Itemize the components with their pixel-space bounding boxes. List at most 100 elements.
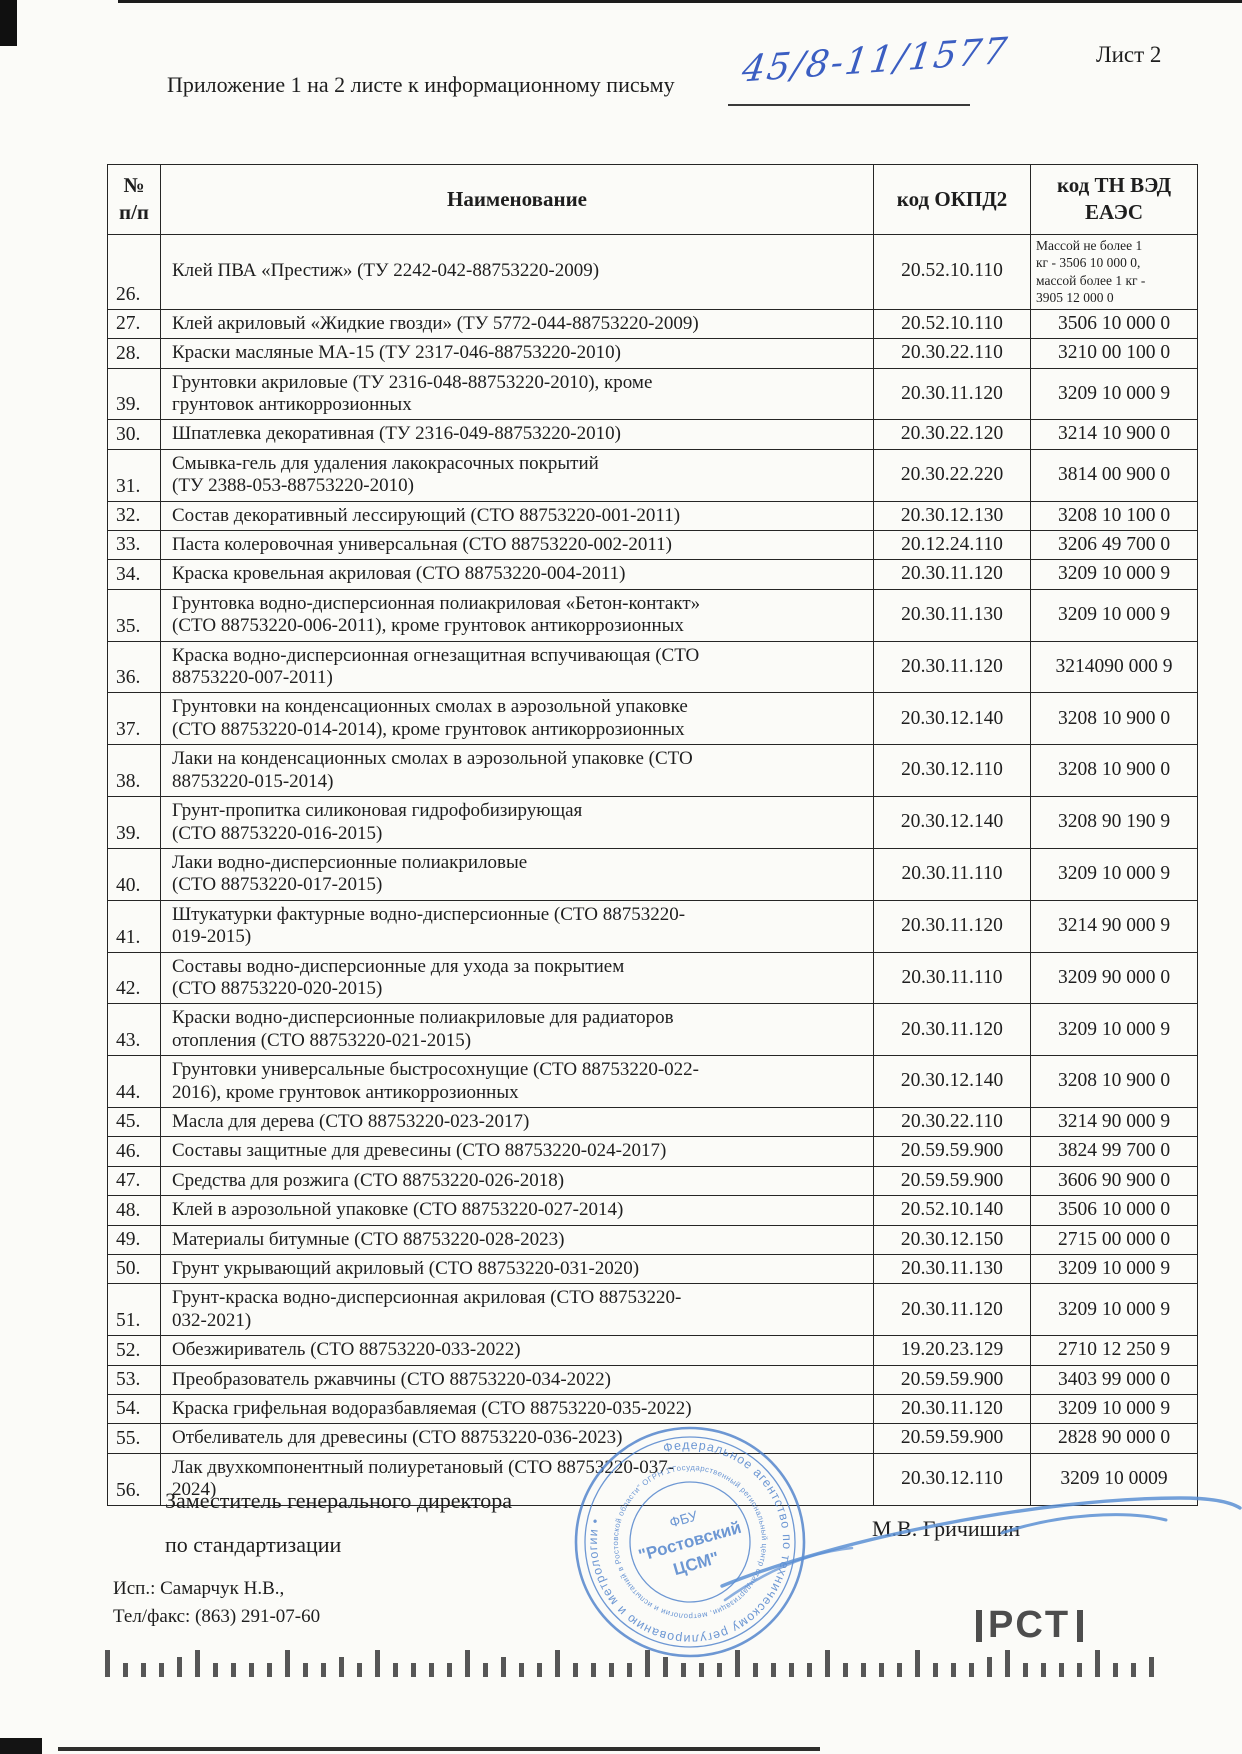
table-row: 35. Грунтовка водно-дисперсионная полиак… [107,588,1198,642]
product-name-cell: Клей ПВА «Престиж» (ТУ 2242-042-88753220… [160,233,874,310]
ruler-tick [195,1650,200,1677]
tnved-code-cell: 3208 10 900 0 [1030,744,1198,798]
table-row: 53. Преобразователь ржавчины (СТО 887532… [107,1364,1198,1396]
tnved-code-cell: 2828 90 000 0 [1030,1423,1198,1454]
ruler-tick [879,1663,884,1677]
ruler-tick [663,1657,668,1677]
table-row: 32. Состав декоративный лессирующий (СТО… [107,500,1198,532]
tnved-code-cell: 3208 90 190 9 [1030,796,1198,849]
table-row: 39. Грунт-пропитка силиконовая гидрофоби… [107,796,1198,849]
row-number-cell: 44. [107,1055,161,1108]
ruler-tick [609,1663,614,1677]
ruler-tick [537,1663,542,1677]
tnved-code-cell: 3209 90 000 0 [1030,951,1198,1005]
okpd2-code-cell: 20.59.59.900 [873,1136,1031,1167]
ruler-tick [933,1663,938,1677]
stamp-center-line3: ЦСМ" [671,1548,721,1579]
row-number-cell: 31. [107,448,161,502]
header-okpd2-cell: код ОКПД2 [873,164,1031,235]
product-name-cell: Отбеливатель для древесины (СТО 88753220… [160,1423,874,1454]
ruler-tick [213,1663,218,1677]
product-name-cell: Грунт-пропитка силиконовая гидрофобизиру… [160,796,874,849]
product-name-cell: Лаки на конденсационных смолах в аэрозол… [160,744,874,798]
table-row: 37. Грунтовки на конденсационных смолах … [107,692,1198,746]
row-number-cell: 51. [107,1283,161,1337]
tnved-code-cell: 3506 10 000 0 [1030,308,1198,340]
ruler-tick [969,1663,974,1677]
product-name-cell: Грунтовки универсальные быстросохнущие (… [160,1055,874,1108]
row-number-cell: 28. [107,338,161,369]
table-row: 49. Материалы битумные (СТО 88753220-028… [107,1224,1198,1256]
product-name-cell: Краски масляные МА-15 (ТУ 2317-046-88753… [160,338,874,369]
tnved-code-cell: 3214090 000 9 [1030,640,1198,694]
table-header-row: № п/п Наименование код ОКПД2 код ТН ВЭД … [107,164,1198,235]
ruler-tick [375,1650,380,1677]
okpd2-code-cell: 20.59.59.900 [873,1165,1031,1197]
okpd2-code-cell: 20.30.11.110 [873,951,1031,1005]
scan-artifact-top-left-corner [0,0,17,46]
table-row: 48. Клей в аэрозольной упаковке (СТО 887… [107,1195,1198,1226]
table-row: 50. Грунт укрывающий акриловый (СТО 8875… [107,1253,1198,1285]
okpd2-code-cell: 20.30.12.110 [873,744,1031,798]
ruler-tick [771,1663,776,1677]
okpd2-code-cell: 20.30.11.120 [873,1003,1031,1057]
tnved-code-cell: 2710 12 250 9 [1030,1335,1198,1366]
tnved-code-cell: 3606 90 900 0 [1030,1165,1198,1197]
tnved-code-cell: 3506 10 000 0 [1030,1195,1198,1226]
okpd2-code-cell: 20.30.22.220 [873,448,1031,502]
ruler-tick [681,1663,686,1677]
tnved-code-cell: 3209 10 000 9 [1030,1283,1198,1337]
okpd2-code-cell: 20.30.11.130 [873,588,1031,642]
table-row: 39. Грунтовки акриловые (ТУ 2316-048-887… [107,367,1198,421]
row-number-cell: 27. [107,308,161,340]
okpd2-code-cell: 20.12.24.110 [873,530,1031,561]
tnved-code-cell: 3209 10 000 9 [1030,1003,1198,1057]
ruler-tick [1059,1663,1064,1677]
okpd2-code-cell: 20.30.22.120 [873,419,1031,450]
tnved-code-cell: 3209 10 000 9 [1030,588,1198,642]
product-name-cell: Грунтовка водно-дисперсионная полиакрило… [160,588,874,642]
row-number-cell: 43. [107,1003,161,1057]
okpd2-code-cell: 20.30.22.110 [873,338,1031,369]
ruler-tick [285,1650,290,1677]
ruler-tick [1005,1650,1010,1677]
ruler-tick [1095,1650,1100,1677]
ruler-tick [1149,1657,1154,1677]
ruler-tick [1113,1663,1118,1677]
tnved-code-cell: 3209 10 000 9 [1030,847,1198,901]
ruler-tick [267,1663,272,1677]
letter-number-underline [728,104,970,106]
header-tnved-cell: код ТН ВЭД ЕАЭС [1030,164,1198,235]
row-number-cell: 55. [107,1423,161,1454]
tnved-code-cell: 3209 10 000 9 [1030,559,1198,590]
tnved-code-cell: 3208 10 900 0 [1030,692,1198,746]
okpd2-code-cell: 20.52.10.110 [873,308,1031,340]
ruler-tick [249,1663,254,1677]
ruler-tick [591,1663,596,1677]
product-name-cell: Материалы битумные (СТО 88753220-028-202… [160,1224,874,1256]
ruler-tick [339,1657,344,1677]
ruler-tick [1131,1663,1136,1677]
table-row: 47. Средства для розжига (СТО 88753220-0… [107,1165,1198,1197]
okpd2-code-cell: 20.30.22.110 [873,1106,1031,1138]
product-name-cell: Клей в аэрозольной упаковке (СТО 8875322… [160,1195,874,1226]
header-num-cell: № п/п [107,164,161,235]
row-number-cell: 49. [107,1224,161,1256]
row-number-cell: 52. [107,1335,161,1366]
executor-name-line: Исп.: Самарчук Н.В., [113,1578,285,1599]
sheet-number-label: Лист 2 [1096,42,1162,67]
row-number-cell: 46. [107,1136,161,1167]
ruler-tick [501,1657,506,1677]
row-number-cell: 39. [107,796,161,849]
tnved-code-cell: 3209 10 000 9 [1030,367,1198,421]
header-name-cell: Наименование [160,164,874,235]
row-number-cell: 39. [107,367,161,421]
okpd2-code-cell: 20.30.11.120 [873,640,1031,694]
product-name-cell: Грунт-краска водно-дисперсионная акрилов… [160,1283,874,1337]
row-number-cell: 47. [107,1165,161,1197]
table-row: 38. Лаки на конденсационных смолах в аэр… [107,744,1198,798]
row-number-cell: 26. [107,233,161,310]
ruler-tick [1041,1663,1046,1677]
ruler-tick [843,1663,848,1677]
row-number-cell: 45. [107,1106,161,1138]
